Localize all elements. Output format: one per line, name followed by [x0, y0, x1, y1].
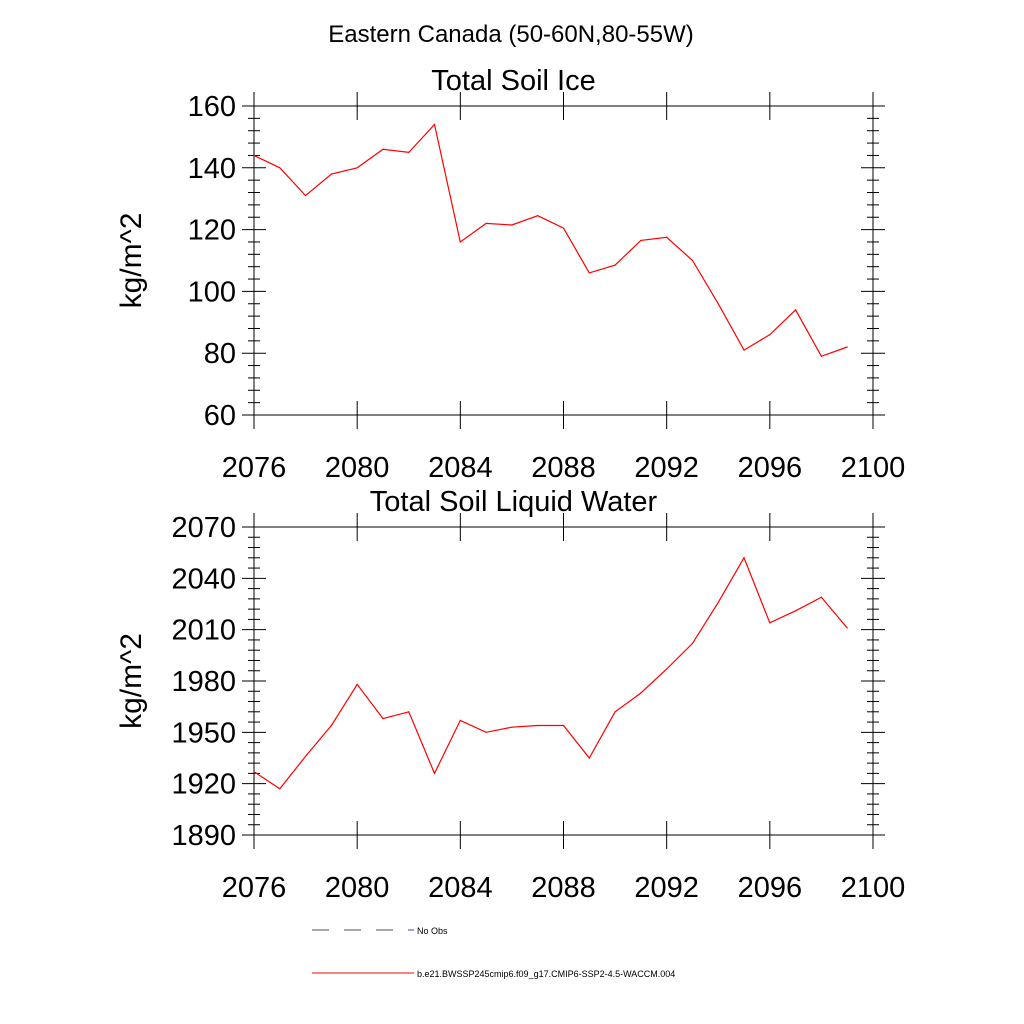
data-point — [304, 755, 307, 757]
y-tick-label: 120 — [188, 215, 236, 247]
y-tick-label: 2010 — [171, 615, 236, 647]
data-point — [795, 309, 797, 311]
legend-item: No Obs — [312, 926, 448, 936]
data-point — [253, 154, 255, 157]
data-point — [846, 346, 848, 348]
data-point — [356, 683, 358, 686]
y-tick-label: 1920 — [171, 769, 236, 801]
x-tick-label: 2092 — [634, 452, 699, 484]
data-point — [769, 334, 771, 336]
data-point — [717, 303, 719, 305]
x-tick-label: 2096 — [738, 872, 803, 904]
y-tick-label: 1890 — [171, 820, 236, 852]
data-point — [846, 627, 848, 629]
y-tick-label: 1980 — [171, 666, 236, 698]
data-point — [408, 711, 410, 713]
x-tick-label: 2088 — [531, 452, 596, 484]
data-point — [382, 148, 384, 150]
legend-label: b.e21.BWSSP245cmip6.f09_g17.CMIP6-SSP2-4… — [417, 969, 675, 979]
figure-title: Eastern Canada (50-60N,80-55W) — [328, 21, 694, 48]
x-tick-label: 2076 — [222, 452, 287, 484]
data-point — [330, 724, 332, 727]
data-point — [279, 788, 281, 790]
data-point — [795, 610, 797, 612]
x-tick-label: 2092 — [634, 872, 699, 904]
data-point — [820, 596, 823, 598]
data-point — [640, 692, 642, 694]
x-tick-label: 2080 — [325, 872, 390, 904]
y-tick-label: 160 — [188, 91, 236, 123]
data-point — [562, 227, 565, 229]
y-tick-label: 140 — [188, 153, 236, 185]
y-tick-label: 60 — [204, 400, 236, 432]
data-point — [330, 173, 332, 175]
data-point — [640, 239, 642, 242]
data-point — [588, 272, 590, 274]
x-tick-label: 2096 — [738, 452, 803, 484]
y-tick-label: 1950 — [171, 717, 236, 749]
panel-title: Total Soil Liquid Water — [370, 486, 658, 518]
legend-label: No Obs — [417, 926, 448, 936]
x-tick-label: 2100 — [841, 452, 906, 484]
data-point — [279, 167, 281, 169]
legend: No Obs b.e21.BWSSP245cmip6.f09_g17.CMIP6-… — [312, 926, 675, 979]
y-tick-label: 2040 — [171, 563, 236, 595]
data-point — [459, 719, 461, 721]
data-point — [717, 601, 719, 603]
panel-2: Total Soil Liquid Water kg/m^2 1890 1920 195… — [115, 486, 905, 904]
x-tick-label: 2084 — [428, 452, 493, 484]
series-line — [253, 556, 848, 790]
y-tick-label: 2070 — [171, 512, 236, 544]
legend-item: b.e21.BWSSP245cmip6.f09_g17.CMIP6-SSP2-4… — [312, 969, 675, 979]
data-point — [433, 123, 436, 126]
data-point — [382, 718, 384, 720]
data-point — [485, 731, 487, 733]
data-point — [691, 642, 694, 644]
data-point — [769, 622, 771, 624]
panel-title: Total Soil Ice — [431, 65, 595, 97]
data-point — [537, 215, 539, 217]
data-point — [433, 772, 436, 775]
x-tick-label: 2084 — [428, 872, 493, 904]
data-point — [304, 195, 307, 197]
series-line — [253, 123, 848, 358]
data-point — [537, 724, 539, 727]
chart-panels: Total Soil Ice kg/m^2 60 80 100 120 140 160 2076… — [115, 65, 905, 904]
data-point — [743, 349, 745, 351]
y-tick-label: 100 — [188, 276, 236, 308]
data-point — [485, 222, 487, 225]
panel-1: Total Soil Ice kg/m^2 60 80 100 120 140 160 2076… — [115, 65, 905, 484]
data-point — [820, 355, 823, 357]
data-point — [408, 151, 410, 153]
data-point — [511, 224, 513, 226]
data-point — [562, 724, 565, 727]
data-point — [356, 167, 358, 169]
x-tick-label: 2088 — [531, 872, 596, 904]
data-point — [614, 264, 616, 266]
y-tick-label: 80 — [204, 338, 236, 370]
data-point — [588, 757, 590, 759]
x-tick-label: 2076 — [222, 872, 287, 904]
data-point — [743, 557, 745, 559]
data-point — [666, 236, 668, 238]
data-point — [614, 711, 616, 713]
data-point — [511, 726, 513, 728]
x-tick-label: 2100 — [841, 872, 906, 904]
x-tick-label: 2080 — [325, 452, 390, 484]
data-point — [691, 259, 694, 262]
y-axis-label: kg/m^2 — [115, 633, 148, 729]
data-point — [666, 668, 668, 670]
data-point — [253, 771, 255, 773]
y-axis-label: kg/m^2 — [115, 213, 148, 309]
data-point — [459, 241, 461, 243]
